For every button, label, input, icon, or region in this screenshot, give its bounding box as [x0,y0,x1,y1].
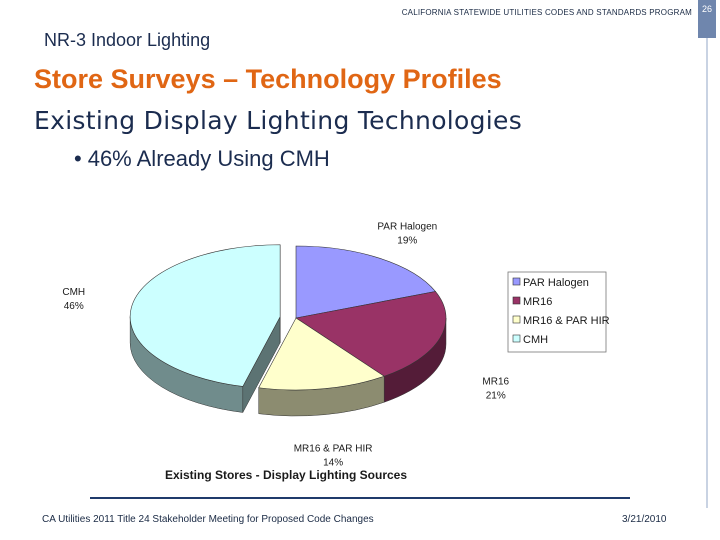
slice-value-mr16: 21% [486,391,506,402]
pie-depth-layer [129,244,447,417]
slice-label-par-halogen: PAR Halogen [377,221,437,232]
pie-slice-mr16-and-par-hir [258,317,385,391]
slide-title: Store Surveys – Technology Profiles [34,64,502,94]
legend-swatch-mr16-and-par-hir [512,315,521,324]
pie-top-layer [129,244,447,391]
right-divider [706,38,708,508]
section-title: NR-3 Indoor Lighting [44,30,211,50]
legend-box [507,271,607,353]
chart-title: Existing Stores - Display Lighting Sourc… [165,468,407,482]
legend-label-cmh: CMH [523,334,548,346]
bullet-text: 46% Already Using CMH [87,146,330,171]
legend-swatch-cmh [512,334,521,343]
footer-divider [90,497,630,499]
chart-legend: PAR Halogen MR16 MR16 & PAR HIR CMH [507,271,610,353]
legend-swatch-par-halogen [512,277,521,286]
page-number: 26 [701,4,712,14]
pie-slice-par-halogen [295,245,437,319]
legend-swatch-mr16 [512,296,521,305]
bullet-item: • 46% Already Using CMH [74,146,330,172]
slice-label-mr16-and-par-hir: MR16 & PAR HIR [294,443,373,454]
pie-slice-cmh [129,244,281,387]
slice-label-cmh: CMH [62,287,85,298]
slice-value-cmh: 46% [64,301,84,312]
footer-date: 3/21/2010 [622,514,667,525]
pie-labels: PAR Halogen 19% MR16 21% MR16 & PAR HIR 14% CM… [62,221,509,468]
page-tab: 26 [698,0,716,38]
slide-subtitle: Existing Display Lighting Technologies [34,106,523,135]
slice-value-par-halogen: 19% [397,235,417,246]
slice-label-mr16: MR16 [482,377,509,388]
program-header: CALIFORNIA STATEWIDE UTILITIES CODES AND… [401,8,692,17]
pie-slice-mr16 [295,291,447,377]
bullet-dot-icon: • [74,146,82,171]
legend-label-mr16: MR16 [523,296,552,308]
slice-value-mr16-and-par-hir: 14% [323,457,343,468]
legend-label-par-halogen: PAR Halogen [523,277,589,289]
legend-label-mr16-and-par-hir: MR16 & PAR HIR [523,315,610,327]
footer-meeting: CA Utilities 2011 Title 24 Stakeholder M… [42,514,374,525]
